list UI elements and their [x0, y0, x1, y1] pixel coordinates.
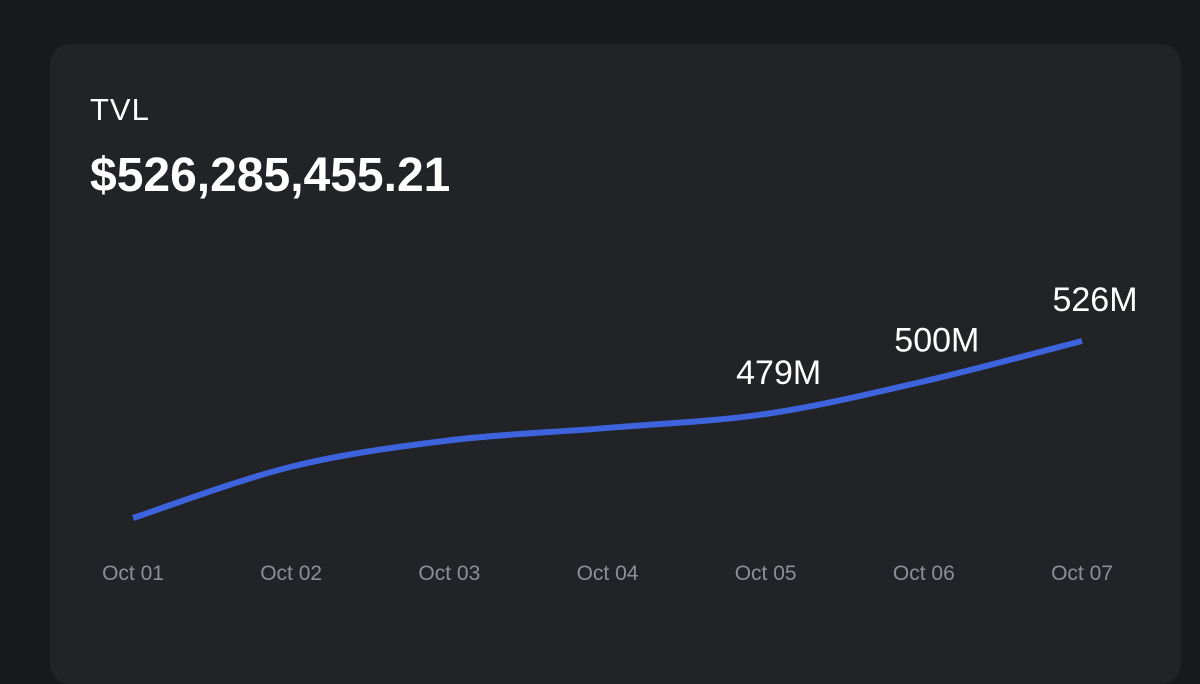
- x-tick-label: Oct 02: [260, 562, 322, 585]
- series-layer: [132, 338, 1083, 521]
- data-label: 526M: [1052, 281, 1137, 319]
- tvl-series-line: [132, 338, 1083, 521]
- x-axis-ticks: Oct 01 Oct 02 Oct 03 Oct 04 Oct 05 Oct 06 Oct …: [102, 562, 1113, 585]
- x-tick-label: Oct 06: [893, 562, 955, 585]
- x-tick-label: Oct 07: [1051, 562, 1113, 585]
- data-labels-layer: 479M 500M 526M: [736, 281, 1137, 392]
- x-tick-label: Oct 03: [418, 562, 480, 585]
- metric-value: $526,285,455.21: [90, 149, 451, 202]
- x-tick-label: Oct 04: [577, 562, 639, 585]
- data-label: 479M: [736, 354, 821, 392]
- x-tick-label: Oct 05: [735, 562, 797, 585]
- x-tick-label: Oct 01: [102, 562, 164, 585]
- data-label: 500M: [894, 321, 979, 359]
- metric-label: TVL: [90, 92, 150, 127]
